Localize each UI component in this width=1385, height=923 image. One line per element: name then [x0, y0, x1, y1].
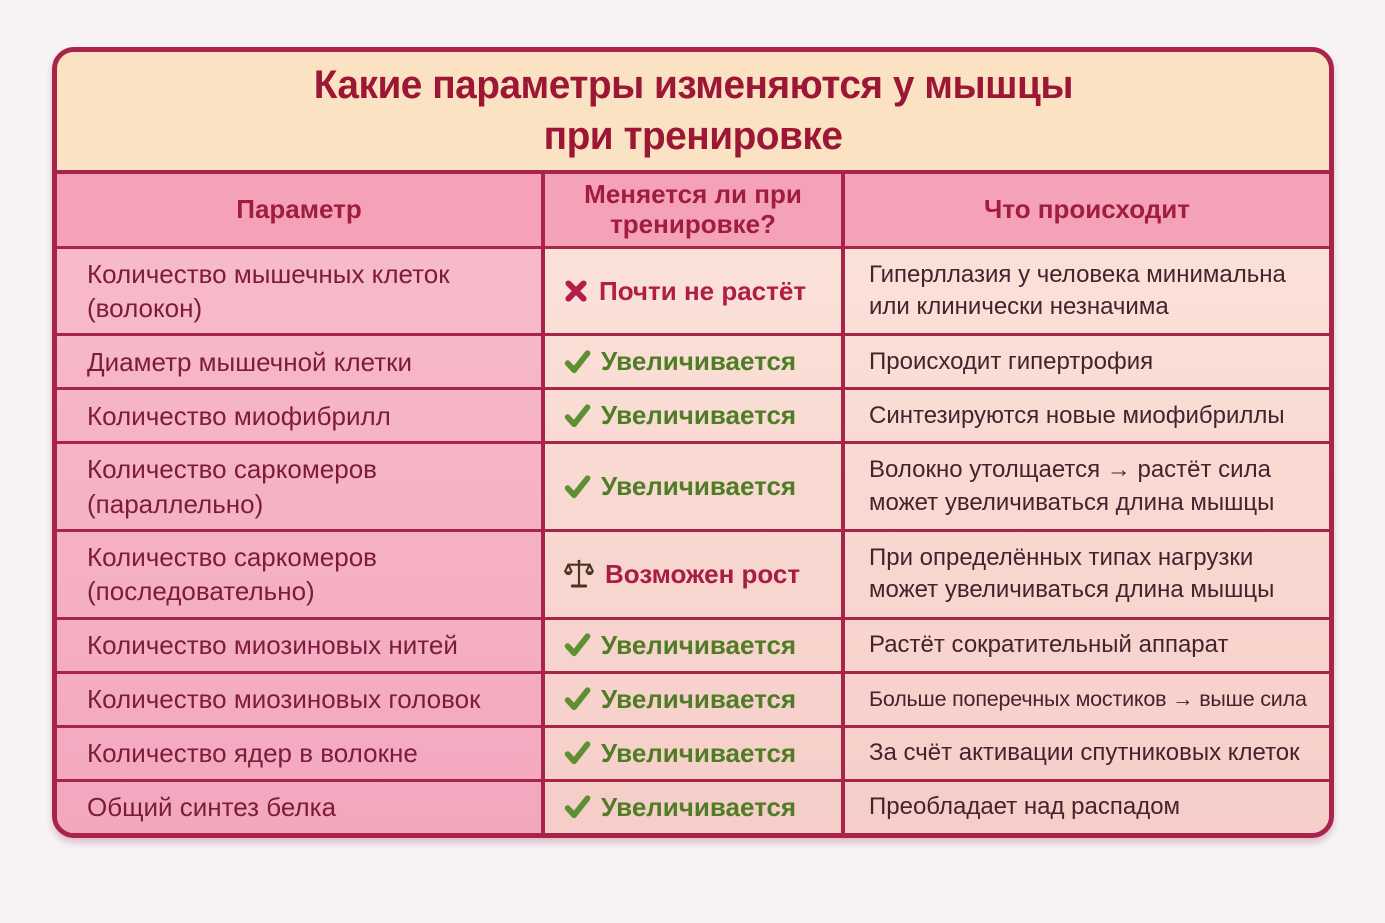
- page-title-line-2: при тренировке: [543, 114, 843, 158]
- result-cell: Гиперллазия у человека минимальна или кл…: [841, 245, 1329, 334]
- result-cell: Преобладает над распадом: [841, 778, 1329, 833]
- parameter-cell: Количество мышечных клеток (волокон): [57, 245, 541, 334]
- status-label: Увеличивается: [601, 346, 797, 377]
- status-label: Увеличивается: [601, 737, 797, 768]
- header-cell-parameter: Параметр: [57, 174, 541, 246]
- check-icon: [563, 631, 591, 659]
- parameter-cell: Общий синтез белка: [57, 778, 541, 833]
- status-cell: Увеличивается: [541, 441, 841, 530]
- status-label: Почти не растёт: [599, 275, 807, 306]
- parameter-cell: Количество миозиновых головок: [57, 670, 541, 725]
- status-label: Увеличивается: [601, 629, 797, 660]
- parameter-cell: Количество саркомеров (последовательно): [57, 529, 541, 617]
- check-icon: [563, 685, 591, 713]
- parameters-table: Параметр Меняется ли при тренировке? Что…: [57, 174, 1329, 833]
- status-label: Увеличивается: [601, 471, 797, 502]
- scales-icon: [563, 558, 595, 590]
- status-cell: Возможен рост: [541, 529, 841, 617]
- status-cell: Увеличивается: [541, 333, 841, 388]
- result-cell: Происходит гипертрофия: [841, 333, 1329, 388]
- check-icon: [563, 348, 591, 376]
- parameter-cell: Количество ядер в волокне: [57, 724, 541, 779]
- cross-icon: [563, 278, 589, 304]
- result-cell: Синтезируются новые миофибриллы: [841, 387, 1329, 442]
- status-cell: Увеличивается: [541, 616, 841, 671]
- status-label: Возможен рост: [605, 558, 801, 589]
- parameter-cell: Количество саркомеров (параллельно): [57, 441, 541, 529]
- parameter-cell: Диаметр мышечной клетки: [57, 333, 541, 387]
- title-section: Какие параметры изменяются у мышцы при т…: [57, 52, 1329, 174]
- header-cell-changes: Меняется ли при тренировке?: [541, 174, 841, 246]
- status-cell: Увеличивается: [541, 670, 841, 725]
- check-icon: [563, 793, 591, 821]
- status-cell: Почти не растёт: [541, 245, 841, 334]
- page-title-line-1: Какие параметры изменяются у мышцы: [313, 62, 1073, 107]
- status-label: Увеличивается: [601, 400, 797, 431]
- status-cell: Увеличивается: [541, 778, 841, 833]
- check-icon: [563, 473, 591, 501]
- parameter-cell: Количество миофибрилл: [57, 387, 541, 441]
- check-icon: [563, 402, 591, 430]
- result-cell: За счёт активации спутниковых клеток: [841, 724, 1329, 779]
- result-cell: Растёт сократительный аппарат: [841, 616, 1329, 671]
- status-cell: Увеличивается: [541, 724, 841, 779]
- result-cell: При определённых типах нагрузки может ув…: [841, 529, 1329, 617]
- result-cell: Волокно утолщается → растёт сила может у…: [841, 441, 1329, 530]
- parameter-cell: Количество миозиновых нитей: [57, 616, 541, 671]
- result-cell: Больше поперечных мостиков → выше сила: [841, 670, 1329, 725]
- status-cell: Увеличивается: [541, 387, 841, 442]
- status-label: Увеличивается: [601, 791, 797, 822]
- header-cell-result: Что происходит: [841, 174, 1329, 246]
- check-icon: [563, 739, 591, 767]
- status-label: Увеличивается: [601, 683, 797, 714]
- infographic-card: Какие параметры изменяются у мышцы при т…: [52, 47, 1334, 838]
